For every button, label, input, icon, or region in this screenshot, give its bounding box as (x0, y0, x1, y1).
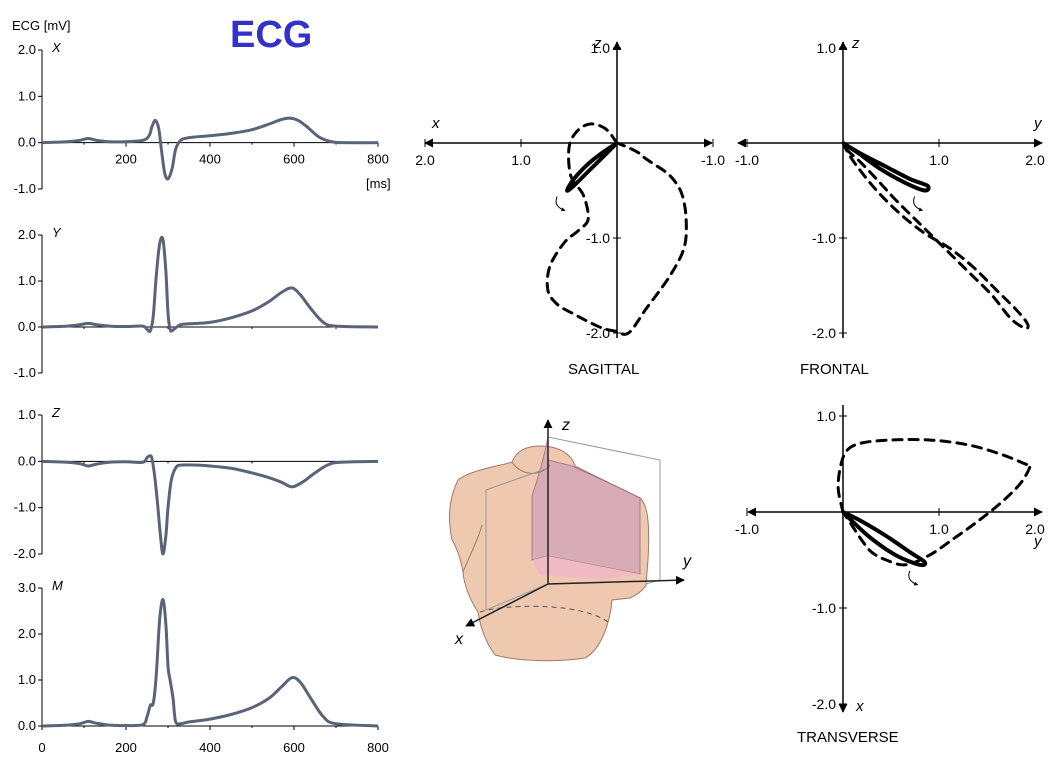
x-tick-label: 600 (283, 152, 305, 167)
t-loop-sagittal (565, 141, 619, 193)
torso-y-axis (547, 575, 685, 585)
ecg-panel-x: 2.0 1.0 0.0 -1.0 200 400 600 800 X (14, 40, 389, 196)
x-tick-label: 400 (199, 152, 221, 167)
t-loop-frontal (841, 141, 931, 193)
plane-label-transverse: TRANSVERSE (797, 729, 899, 746)
v-tick-label: 1.0 (591, 40, 611, 56)
rotation-arrow-frontal (913, 196, 923, 212)
y-unit-label: ECG [mV] (12, 18, 71, 33)
rotation-arrow-sagittal (555, 196, 566, 212)
x-tick-label: 200 (115, 152, 137, 167)
ecg-time-panels: 2.0 1.0 0.0 -1.0 200 400 600 800 X 2.0 1.0 0.0 -1.0 Y… (14, 40, 389, 755)
lead-label-m: M (52, 578, 63, 593)
x-tick-label: 0 (38, 740, 45, 755)
loop-panel-sagittal: 2.0 1.0 -1.0 1.0 -1.0 -2.0 x z SAGITTAL (415, 35, 725, 378)
h-axis-name: y (1033, 115, 1043, 132)
ecg-panel-m: 3.0 2.0 1.0 0.00 200 400 600 800 M (18, 578, 389, 755)
plane-label-frontal: FRONTAL (800, 361, 869, 378)
x-tick-label: 200 (115, 740, 137, 755)
y-tick-label: 0.0 (18, 319, 36, 334)
h-tick-label: 2.0 (1025, 521, 1045, 537)
torso-y-label: y (682, 553, 692, 570)
v-tick-label: 1.0 (817, 40, 837, 56)
h-tick-label: -1.0 (701, 152, 725, 168)
v-tick-label: -1.0 (586, 230, 610, 246)
h-tick-label: 1.0 (929, 521, 949, 537)
ecg-trace-z (41, 454, 379, 556)
loop-panel-transverse: -1.0 1.0 2.0 1.0 -1.0 -2.0 y x TRANSVERSE (735, 405, 1045, 746)
v-tick-label: -2.0 (586, 325, 610, 341)
x-tick-label: 600 (283, 740, 305, 755)
y-tick-label: 2.0 (18, 227, 36, 242)
y-tick-label: 0.0 (18, 135, 36, 150)
v-axis-name: z (593, 35, 602, 52)
lead-label-x: X (51, 40, 62, 55)
y-tick-label: -1.0 (14, 181, 36, 196)
y-tick-label: 0.0 (18, 718, 36, 733)
h-tick-label: -1.0 (735, 152, 759, 168)
y-tick-label: 1.0 (18, 672, 36, 687)
torso-abdomen-ellipse (479, 605, 609, 623)
y-tick-label: 1.0 (18, 407, 36, 422)
rotation-arrow-transverse (908, 570, 919, 586)
torso-z-label: z (561, 417, 570, 434)
qrs-loop-frontal (841, 141, 1030, 330)
v-tick-label: -2.0 (812, 325, 836, 341)
qrs-loop-transverse (836, 438, 1032, 567)
y-tick-label: 2.0 (18, 42, 36, 57)
ecg-panel-z: 1.0 0.0 -1.0 -2.0 Z (14, 405, 379, 561)
torso-x-label: x (454, 631, 464, 648)
lead-label-z: Z (51, 405, 61, 420)
h-axis-name: y (1033, 533, 1043, 550)
torso-illustration: z y x (449, 417, 692, 662)
y-tick-label: 3.0 (18, 580, 36, 595)
v-tick-label: 1.0 (817, 408, 837, 424)
x-unit-label: [ms] (366, 176, 391, 191)
y-tick-label: 2.0 (18, 626, 36, 641)
h-axis-name: x (431, 115, 440, 132)
h-tick-label: 2.0 (1025, 152, 1045, 168)
v-tick-label: -1.0 (812, 600, 836, 616)
y-tick-label: -2.0 (14, 546, 36, 561)
h-tick-label: 2.0 (415, 152, 435, 168)
x-tick-label: 800 (367, 740, 389, 755)
h-tick-label: 1.0 (929, 152, 949, 168)
x-tick-label: 800 (367, 152, 389, 167)
floor-plane-shade (532, 556, 640, 580)
x-tick-label: 400 (199, 740, 221, 755)
y-tick-label: 0.0 (18, 453, 36, 468)
torso-box-edges (485, 467, 549, 611)
lead-label-y: Y (52, 225, 62, 240)
qrs-loop-sagittal (545, 122, 688, 336)
y-tick-label: -1.0 (14, 500, 36, 515)
y-tick-label: -1.0 (14, 365, 36, 380)
ecg-trace-x (41, 116, 379, 181)
ecg-panel-y: 2.0 1.0 0.0 -1.0 Y (14, 225, 379, 380)
v-axis-name: x (855, 698, 864, 715)
loop-panel-frontal: -1.0 1.0 2.0 1.0 -1.0 -2.0 y z FRONTAL (735, 35, 1045, 378)
v-tick-label: -2.0 (812, 696, 836, 712)
y-tick-label: 1.0 (18, 88, 36, 103)
v-tick-label: -1.0 (812, 230, 836, 246)
y-tick-label: 1.0 (18, 273, 36, 288)
sagittal-plane-shade (531, 436, 641, 575)
figure-title: ECG (230, 14, 312, 56)
torso-arm-left (462, 524, 483, 573)
ecg-trace-m (41, 597, 379, 728)
h-tick-label: -1.0 (735, 521, 759, 537)
t-loop-transverse (841, 510, 928, 568)
plane-label-sagittal: SAGITTAL (568, 361, 639, 378)
h-tick-label: 1.0 (511, 152, 531, 168)
v-axis-name: z (851, 35, 860, 52)
ecg-trace-y (41, 235, 379, 334)
torso-x-axis (465, 583, 549, 627)
